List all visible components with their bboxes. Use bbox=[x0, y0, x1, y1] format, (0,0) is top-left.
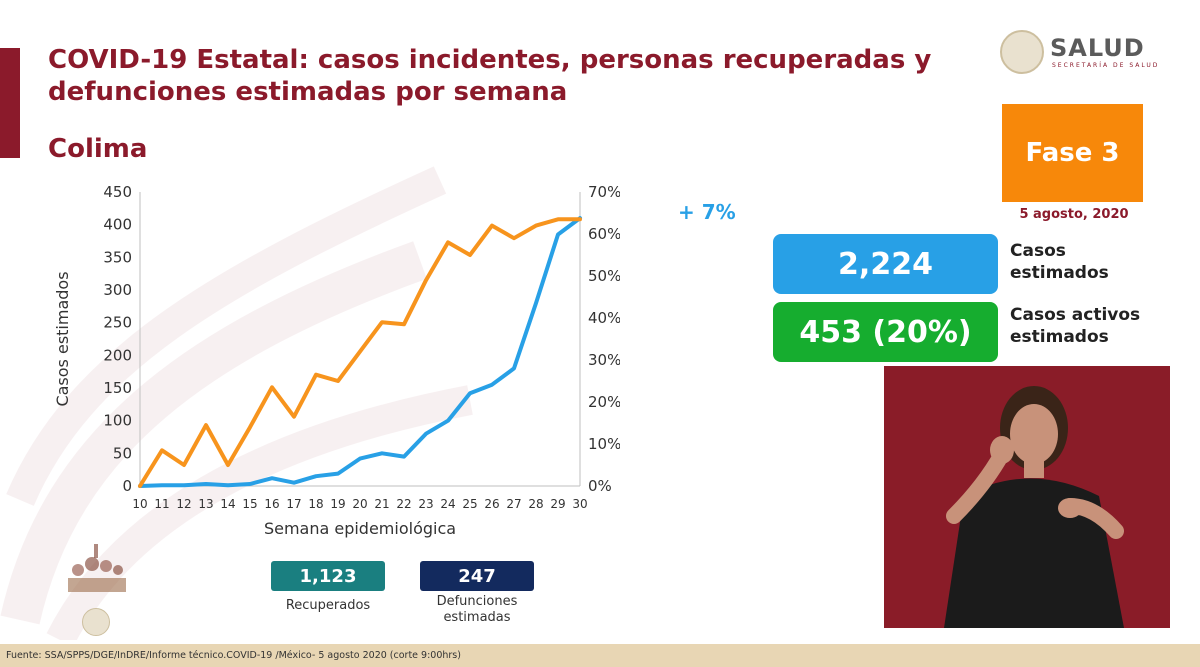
cases-line bbox=[138, 216, 582, 488]
y-tick-label: 350 bbox=[103, 248, 132, 266]
x-tick-label: 19 bbox=[330, 497, 345, 511]
x-tick-label: 11 bbox=[154, 497, 169, 511]
y-tick-label: 150 bbox=[103, 379, 132, 397]
cases-label: Casos estimados bbox=[1010, 241, 1109, 283]
x-tick-label: 30 bbox=[572, 497, 587, 511]
state-name: Colima bbox=[48, 134, 148, 164]
x-tick-label: 21 bbox=[374, 497, 389, 511]
y2-tick-label: 10% bbox=[588, 435, 620, 453]
x-tick-label: 13 bbox=[198, 497, 213, 511]
y2-tick-label: 70% bbox=[588, 183, 620, 201]
y2-tick-label: 20% bbox=[588, 393, 620, 411]
sign-language-interpreter-video bbox=[884, 366, 1170, 628]
x-tick-label: 27 bbox=[506, 497, 521, 511]
x-tick-label: 16 bbox=[264, 497, 279, 511]
y2-tick-label: 50% bbox=[588, 267, 620, 285]
x-tick-label: 22 bbox=[396, 497, 411, 511]
emblem-icon bbox=[1000, 30, 1044, 74]
historic-figures-icon bbox=[68, 544, 126, 592]
x-tick-label: 10 bbox=[132, 497, 147, 511]
cases-value: 2,224 bbox=[773, 234, 998, 294]
y-tick-label: 100 bbox=[103, 412, 132, 430]
y-tick-label: 400 bbox=[103, 216, 132, 234]
x-tick-label: 18 bbox=[308, 497, 323, 511]
seal-icon bbox=[82, 608, 110, 636]
x-tick-label: 28 bbox=[528, 497, 543, 511]
recovered-value: 1,123 bbox=[271, 561, 385, 591]
salud-logo: SALUD SECRETARÍA DE SALUD bbox=[1000, 30, 1160, 76]
page-title: COVID-19 Estatal: casos incidentes, pers… bbox=[48, 45, 932, 107]
positivity-line bbox=[138, 217, 582, 488]
positivity-change: + 7% bbox=[678, 200, 736, 224]
y-axis-label: Casos estimados bbox=[53, 271, 72, 406]
x-tick-label: 12 bbox=[176, 497, 191, 511]
x-tick-label: 20 bbox=[352, 497, 367, 511]
y-tick-label: 300 bbox=[103, 281, 132, 299]
x-tick-label: 15 bbox=[242, 497, 257, 511]
y-tick-label: 450 bbox=[103, 183, 132, 201]
y2-tick-label: 0% bbox=[588, 477, 612, 495]
active-cases-value: 453 (20%) bbox=[773, 302, 998, 362]
y-tick-label: 250 bbox=[103, 314, 132, 332]
active-cases-label: Casos activos estimados bbox=[1010, 305, 1141, 347]
y-tick-label: 200 bbox=[103, 346, 132, 364]
phase-badge: Fase 3 bbox=[1002, 104, 1143, 202]
y-tick-label: 0 bbox=[122, 477, 132, 495]
x-tick-label: 25 bbox=[462, 497, 477, 511]
logo-text: SALUD bbox=[1050, 34, 1145, 62]
y2-tick-label: 40% bbox=[588, 309, 620, 327]
recovered-label: Recuperados bbox=[285, 598, 371, 613]
y2-tick-label: 30% bbox=[588, 351, 620, 369]
x-tick-label: 17 bbox=[286, 497, 301, 511]
x-tick-label: 26 bbox=[484, 497, 499, 511]
deaths-value: 247 bbox=[420, 561, 534, 591]
x-tick-label: 14 bbox=[220, 497, 235, 511]
deaths-label: Defunciones estimadas bbox=[436, 594, 518, 625]
y-tick-label: 50 bbox=[113, 444, 132, 462]
cases-chart: 0 50 100 150 200 250 300 350 400 450 0% 10% 20% 30% 40… bbox=[53, 183, 620, 538]
x-tick-label: 29 bbox=[550, 497, 565, 511]
x-tick-label: 23 bbox=[418, 497, 433, 511]
source-footer: Fuente: SSA/SPPS/DGE/InDRE/Informe técni… bbox=[0, 644, 1200, 667]
logo-subtext: SECRETARÍA DE SALUD bbox=[1052, 62, 1160, 69]
background-watermark bbox=[0, 166, 473, 640]
accent-bar bbox=[0, 48, 20, 158]
report-date: 5 agosto, 2020 bbox=[1019, 207, 1129, 222]
x-tick-label: 24 bbox=[440, 497, 455, 511]
x-axis-label: Semana epidemiológica bbox=[264, 519, 456, 538]
y2-tick-label: 60% bbox=[588, 225, 620, 243]
